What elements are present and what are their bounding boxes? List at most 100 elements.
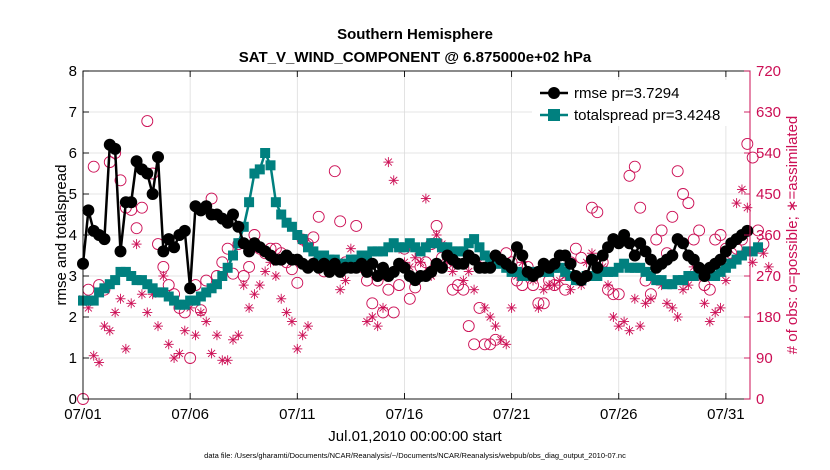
rmse-point bbox=[564, 257, 577, 270]
obs-assimilated-point bbox=[361, 316, 372, 327]
totalspread-point bbox=[131, 275, 142, 286]
obs-assimilated-point bbox=[672, 312, 683, 322]
totalspread-point bbox=[228, 250, 239, 261]
obs-assimilated-point bbox=[667, 302, 678, 313]
totalspread-point bbox=[120, 266, 131, 277]
obs-assimilated-point bbox=[153, 321, 164, 332]
obs-possible-point bbox=[682, 197, 695, 210]
y-right-tick-label: 90 bbox=[756, 350, 773, 367]
obs-assimilated-point bbox=[501, 339, 512, 350]
obs-assimilated-point bbox=[233, 330, 244, 341]
obs-assimilated-point bbox=[195, 307, 206, 318]
totalspread-point bbox=[286, 221, 297, 232]
totalspread-point bbox=[554, 262, 565, 273]
obs-assimilated-point bbox=[554, 275, 565, 286]
obs-assimilated-point bbox=[495, 334, 506, 345]
totalspread-point bbox=[265, 160, 276, 171]
totalspread-point bbox=[88, 295, 99, 306]
obs-possible-point bbox=[623, 169, 636, 182]
totalspread-point bbox=[463, 238, 474, 249]
totalspread-point bbox=[436, 242, 447, 253]
totalspread-point bbox=[672, 275, 683, 286]
obs-possible-point bbox=[591, 206, 604, 219]
obs-assimilated-point bbox=[228, 334, 239, 345]
y-left-axis-label: rmse and totalspread bbox=[53, 165, 70, 306]
x-tick-label: 07/16 bbox=[386, 406, 424, 423]
obs-possible-point bbox=[243, 260, 256, 273]
totalspread-point bbox=[474, 242, 485, 253]
totalspread-point bbox=[115, 266, 126, 277]
rmse-point bbox=[580, 270, 593, 282]
totalspread-point bbox=[351, 254, 362, 265]
obs-assimilated-point bbox=[206, 348, 217, 359]
obs-assimilated-point bbox=[303, 321, 314, 332]
y-right-tick-label: 0 bbox=[756, 391, 764, 408]
totalspread-point bbox=[383, 242, 394, 253]
obs-possible-point bbox=[634, 201, 647, 214]
obs-assimilated-point bbox=[104, 325, 115, 336]
rmse-point bbox=[628, 249, 641, 262]
obs-assimilated-point bbox=[201, 316, 212, 327]
obs-assimilated-point bbox=[244, 302, 255, 313]
totalspread-point bbox=[726, 258, 737, 269]
totalspread-point bbox=[613, 262, 624, 273]
obs-possible-point bbox=[671, 165, 684, 178]
y-right-tick-label: 270 bbox=[756, 268, 781, 285]
obs-assimilated-point bbox=[335, 284, 346, 295]
totalspread-point bbox=[206, 283, 217, 294]
obs-possible-point bbox=[462, 320, 475, 333]
y-left-tick-label: 4 bbox=[69, 227, 77, 244]
obs-assimilated-point bbox=[736, 184, 747, 195]
totalspread-point bbox=[345, 254, 356, 265]
totalspread-point bbox=[624, 262, 635, 273]
obs-assimilated-point bbox=[222, 355, 233, 366]
obs-assimilated-point bbox=[99, 321, 110, 332]
rmse-point bbox=[157, 245, 170, 258]
obs-assimilated-point bbox=[533, 302, 544, 313]
obs-assimilated-point bbox=[260, 266, 271, 277]
obs-assimilated-point bbox=[699, 298, 710, 309]
obs-assimilated-point bbox=[447, 266, 458, 277]
y-left-tick-label: 0 bbox=[69, 391, 77, 408]
totalspread-point bbox=[190, 295, 201, 306]
obs-possible-point bbox=[393, 279, 406, 292]
totalspread-point bbox=[388, 238, 399, 249]
obs-assimilated-point bbox=[715, 302, 726, 313]
obs-assimilated-point bbox=[131, 239, 142, 250]
chart-title-line2: SAT_V_WIND_COMPONENT @ 6.875000e+02 hPa bbox=[239, 49, 592, 66]
obs-assimilated-point bbox=[565, 284, 576, 295]
x-tick-label: 07/11 bbox=[279, 406, 315, 423]
totalspread-point bbox=[153, 287, 164, 298]
obs-possible-point bbox=[312, 210, 325, 223]
obs-assimilated-point bbox=[383, 157, 394, 168]
totalspread-point bbox=[367, 246, 378, 257]
totalspread-point bbox=[469, 234, 480, 245]
obs-possible-point bbox=[666, 210, 679, 223]
obs-possible-point bbox=[478, 338, 491, 351]
obs-assimilated-point bbox=[276, 293, 287, 304]
obs-assimilated-point bbox=[115, 293, 126, 304]
obs-assimilated-point bbox=[458, 275, 469, 286]
totalspread-point bbox=[319, 250, 330, 261]
totalspread-point bbox=[270, 197, 281, 208]
totalspread-point bbox=[490, 258, 501, 269]
obs-assimilated-point bbox=[94, 357, 105, 368]
totalspread-point bbox=[597, 266, 608, 277]
obs-assimilated-point bbox=[249, 289, 260, 300]
obs-possible-point bbox=[677, 188, 689, 200]
totalspread-point bbox=[511, 266, 522, 277]
obs-possible-point bbox=[200, 274, 213, 287]
obs-possible-point bbox=[114, 174, 127, 187]
obs-assimilated-point bbox=[613, 321, 624, 332]
legend-rmse-marker bbox=[548, 87, 560, 99]
totalspread-point bbox=[736, 250, 747, 261]
totalspread-point bbox=[147, 283, 158, 294]
rmse-point bbox=[125, 196, 138, 209]
totalspread-point bbox=[715, 266, 726, 277]
rmse-point bbox=[623, 237, 636, 250]
obs-assimilated-point bbox=[142, 307, 153, 318]
totalspread-point bbox=[249, 168, 260, 179]
totalspread-point bbox=[410, 242, 421, 253]
totalspread-point bbox=[260, 148, 271, 158]
